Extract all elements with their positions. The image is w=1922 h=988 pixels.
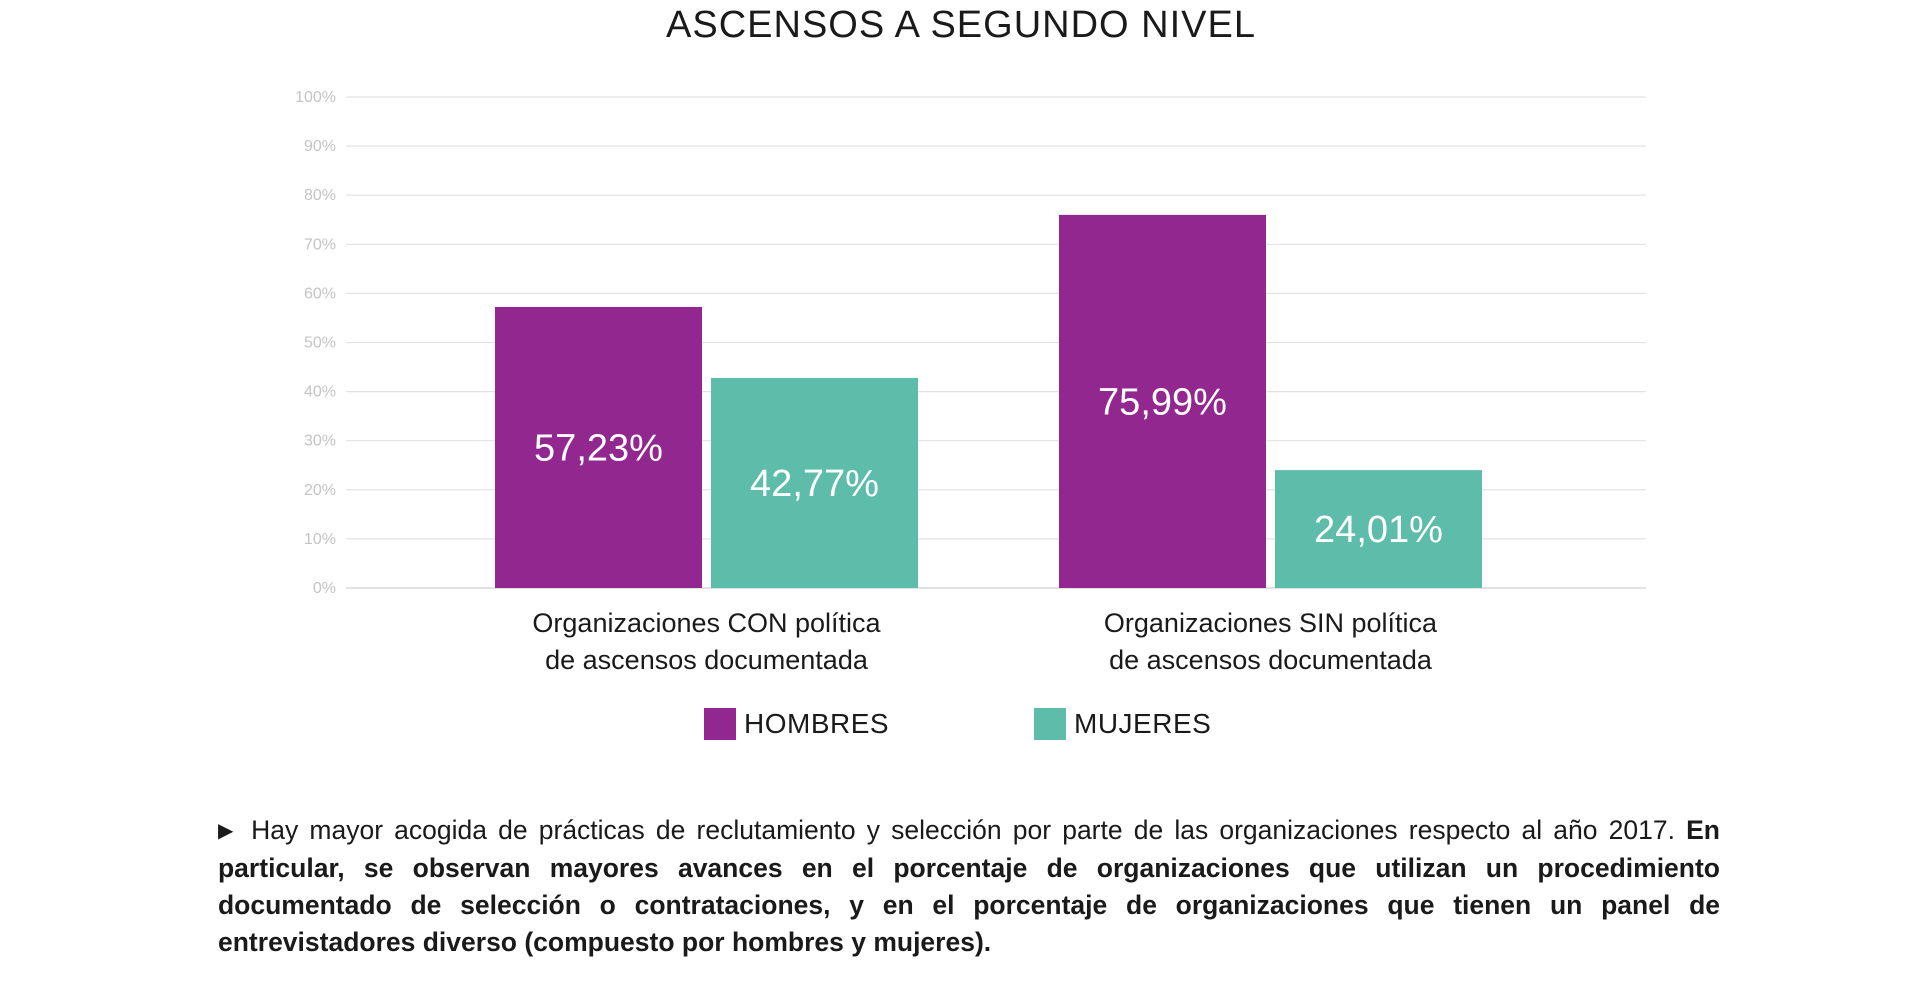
y-tick-label: 40% — [304, 384, 336, 401]
y-tick-label: 10% — [304, 531, 336, 548]
category-label: de ascensos documentada — [1109, 645, 1433, 675]
legend-swatch-mujeres — [1034, 708, 1066, 740]
y-tick-label: 70% — [304, 236, 336, 253]
note-paragraph: ▶ Hay mayor acogida de prácticas de reclu… — [218, 812, 1720, 961]
y-tick-label: 100% — [295, 89, 336, 106]
legend: HOMBRES MUJERES — [0, 708, 1922, 748]
bar-value-label: 24,01% — [1314, 509, 1443, 551]
bar-value-label: 75,99% — [1098, 381, 1227, 423]
legend-label-hombres: HOMBRES — [744, 708, 890, 739]
legend-item-hombres: HOMBRES — [704, 708, 889, 740]
bullet-icon: ▶ — [218, 820, 238, 842]
y-tick-label: 20% — [304, 482, 336, 499]
y-tick-label: 50% — [304, 335, 336, 352]
category-label: Organizaciones SIN política — [1104, 608, 1438, 638]
legend-swatch-hombres — [704, 708, 736, 740]
bar-value-label: 42,77% — [750, 463, 879, 505]
y-tick-label: 80% — [304, 187, 336, 204]
chart-title: ASCENSOS A SEGUNDO NIVEL — [666, 4, 1256, 46]
y-tick-label: 90% — [304, 138, 336, 155]
y-tick-label: 0% — [313, 580, 336, 597]
bar-value-label: 57,23% — [534, 428, 663, 470]
bar-hombres-2 — [1059, 214, 1266, 588]
bar-hombres-1 — [495, 307, 702, 588]
bar-chart: 0% 10% 20% 30% 40% 50% 60% 70% 80% 90% 100% 57,23% 4… — [295, 89, 1646, 675]
legend-item-mujeres: MUJERES — [1034, 708, 1211, 740]
category-label: de ascensos documentada — [545, 645, 869, 675]
bar-mujeres-1 — [711, 377, 918, 588]
y-tick-label: 60% — [304, 285, 336, 302]
note-plain-text: Hay mayor acogida de prácticas de reclut… — [251, 815, 1675, 845]
note-bold-text: En particular, se observan mayores avanc… — [218, 815, 1720, 957]
bar-mujeres-2 — [1275, 470, 1482, 588]
legend-label-mujeres: MUJERES — [1074, 708, 1212, 739]
category-label: Organizaciones CON política — [532, 608, 881, 638]
y-tick-label: 30% — [304, 433, 336, 450]
